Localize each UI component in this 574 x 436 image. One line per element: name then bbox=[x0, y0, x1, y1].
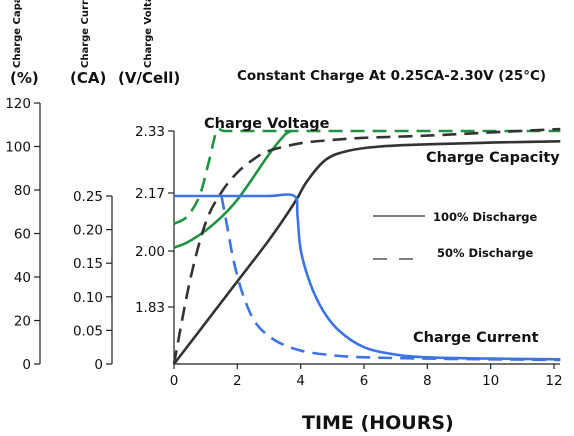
current-tick-label: 0 bbox=[94, 357, 103, 373]
charge-current-50-series bbox=[220, 195, 561, 362]
capacity-tick-label: 80 bbox=[14, 183, 31, 199]
capacity-curve-label: Charge Capacity bbox=[426, 150, 560, 166]
chart-title: Constant Charge At 0.25CA-2.30V (25°C) bbox=[237, 68, 546, 84]
x-tick-label: 6 bbox=[360, 373, 369, 389]
current-axis-label: Charge Current bbox=[80, 0, 91, 68]
current-tick-label: 0.05 bbox=[73, 323, 103, 339]
voltage-axis-label: Charge Voltage bbox=[143, 0, 154, 68]
voltage-tick-label: 2.33 bbox=[135, 124, 165, 140]
charge-voltage-50-series bbox=[173, 127, 561, 225]
current-curve-label: Charge Current bbox=[413, 330, 539, 346]
plot-area bbox=[172, 127, 561, 365]
voltage-tick-label: 2.00 bbox=[135, 244, 165, 260]
current-tick-label: 0.25 bbox=[73, 189, 103, 205]
legend-solid-label: 100% Discharge bbox=[433, 210, 538, 224]
curve-labels: Charge Voltage Charge Capacity Charge Cu… bbox=[204, 116, 560, 346]
capacity-tick-label: 0 bbox=[22, 357, 31, 373]
capacity-tick-label: 40 bbox=[14, 270, 31, 286]
legend: 100% Discharge 50% Discharge bbox=[373, 210, 538, 260]
current-axis-unit: (CA) bbox=[70, 69, 106, 87]
x-tick-label: 0 bbox=[170, 373, 179, 389]
x-tick-label: 2 bbox=[233, 373, 242, 389]
axis-headers: Charge Capacity Charge Current Charge Vo… bbox=[10, 0, 546, 87]
charge-voltage-100-series bbox=[173, 129, 293, 249]
legend-dashed-label: 50% Discharge bbox=[437, 246, 534, 260]
capacity-tick-label: 100 bbox=[5, 140, 31, 156]
current-tick-label: 0.10 bbox=[73, 290, 103, 306]
charge-capacity-50-series bbox=[172, 127, 561, 365]
capacity-axis-unit: (%) bbox=[10, 69, 39, 87]
charge-current-100-series bbox=[174, 193, 561, 361]
current-tick-label: 0.15 bbox=[73, 256, 103, 272]
charge-capacity-100-series bbox=[172, 140, 561, 365]
capacity-tick-label: 60 bbox=[14, 227, 31, 243]
x-tick-label: 4 bbox=[296, 373, 305, 389]
voltage-axis-unit: (V/Cell) bbox=[118, 69, 180, 87]
x-tick-label: 10 bbox=[482, 373, 499, 389]
voltage-curve-label: Charge Voltage bbox=[204, 116, 330, 132]
x-axis-label: TIME (HOURS) bbox=[302, 412, 454, 434]
capacity-tick-label: 20 bbox=[14, 314, 31, 330]
capacity-axis-label: Charge Capacity bbox=[12, 0, 23, 68]
x-tick-label: 8 bbox=[423, 373, 432, 389]
capacity-tick-label: 120 bbox=[5, 96, 31, 112]
x-tick-label: 12 bbox=[545, 373, 562, 389]
axes: 02040608010012000.050.100.150.200.251.83… bbox=[5, 96, 562, 389]
voltage-tick-label: 2.17 bbox=[135, 186, 165, 202]
current-tick-label: 0.20 bbox=[73, 223, 103, 239]
voltage-tick-label: 1.83 bbox=[135, 300, 165, 316]
